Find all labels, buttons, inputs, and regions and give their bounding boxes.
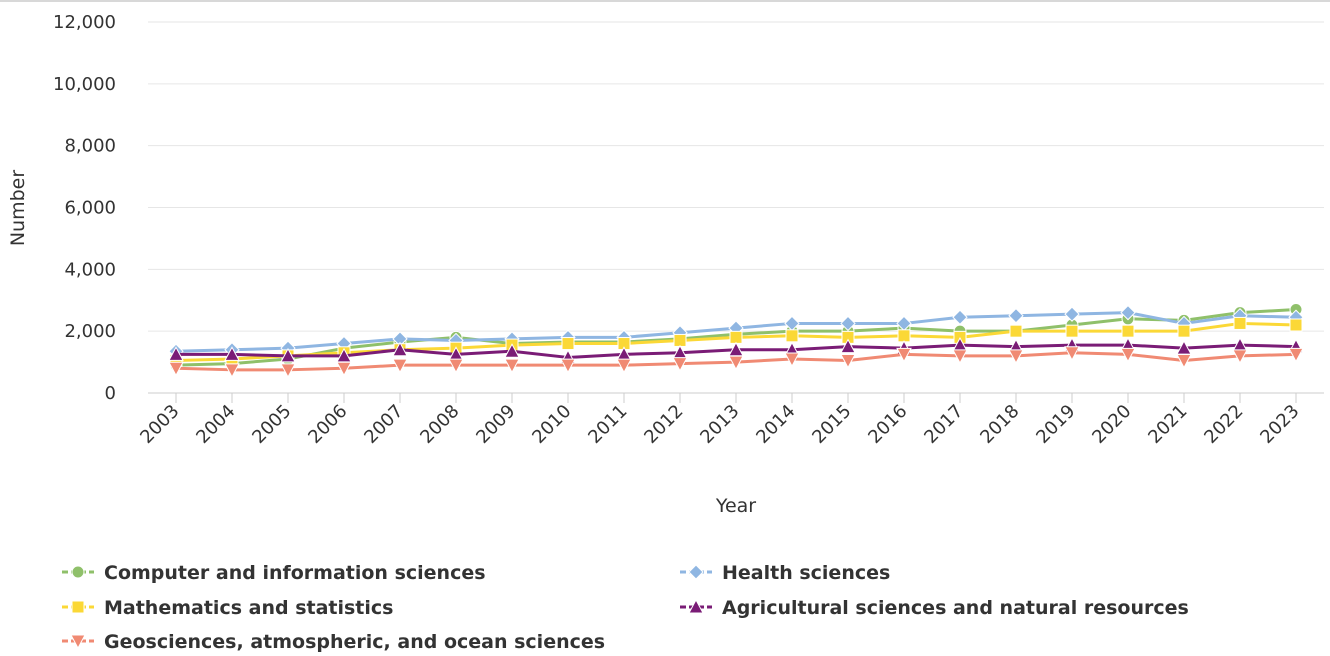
data-point: [1008, 349, 1024, 364]
legend-label: Agricultural sciences and natural resour…: [722, 597, 1189, 619]
data-point: [784, 352, 800, 368]
data-point: [840, 315, 856, 332]
x-tick-label: 2013: [696, 401, 743, 448]
x-axis-title: Year: [715, 495, 756, 517]
x-tick-label: 2019: [1032, 401, 1079, 448]
x-tick-label: 2004: [192, 401, 239, 448]
data-point: [1120, 347, 1136, 363]
data-point: [504, 343, 520, 358]
data-point: [952, 309, 968, 325]
data-point: [336, 361, 352, 377]
y-tick-label: 8,000: [64, 136, 116, 157]
data-point: [729, 330, 743, 344]
data-point: [840, 354, 856, 369]
data-point: [1064, 346, 1080, 361]
x-tick-label: 2008: [416, 401, 463, 448]
data-point: [392, 341, 408, 357]
data-point: [896, 347, 912, 363]
legend-label: Health sciences: [722, 562, 890, 584]
data-point: [280, 363, 296, 378]
x-tick-label: 2011: [584, 401, 631, 448]
data-point: [728, 355, 744, 371]
data-point: [1008, 308, 1024, 324]
x-tick-label: 2009: [472, 401, 519, 448]
x-tick-label: 2012: [640, 401, 687, 448]
x-tick-label: 2014: [752, 401, 799, 448]
y-tick-label: 10,000: [53, 74, 116, 95]
data-point: [224, 363, 240, 378]
series-group: [168, 303, 1304, 378]
data-point: [1177, 324, 1191, 338]
legend-marker: [70, 634, 86, 650]
data-point: [1064, 306, 1080, 322]
data-point: [672, 357, 688, 372]
x-tick-label: 2010: [528, 401, 575, 448]
x-tick-label: 2018: [976, 401, 1023, 448]
legend-item[interactable]: Mathematics and statistics: [62, 597, 393, 619]
data-point: [280, 347, 296, 363]
data-point: [1232, 349, 1248, 364]
x-tick-label: 2006: [304, 401, 351, 448]
x-tick-label: 2020: [1088, 401, 1135, 448]
data-point: [1120, 304, 1136, 321]
legend-item[interactable]: Health sciences: [680, 562, 890, 584]
series-geosciences-atmospheric-and-ocean-sciences: [168, 346, 1304, 378]
data-point: [1176, 354, 1192, 369]
data-point: [616, 358, 632, 374]
data-point: [504, 358, 520, 374]
data-point: [897, 329, 911, 343]
x-tick-label: 2005: [248, 401, 295, 448]
legend-marker: [688, 598, 704, 614]
data-point: [168, 361, 184, 377]
legend-label: Mathematics and statistics: [104, 597, 393, 619]
data-point: [1065, 324, 1079, 338]
data-point: [168, 346, 184, 361]
legend-item[interactable]: Geosciences, atmospheric, and ocean scie…: [62, 631, 605, 653]
x-tick-label: 2022: [1200, 401, 1247, 448]
x-tick-label: 2015: [808, 401, 855, 448]
data-point: [673, 333, 687, 347]
y-tick-label: 0: [105, 383, 116, 404]
x-tick-label: 2007: [360, 401, 407, 448]
y-tick-label: 2,000: [64, 321, 116, 342]
data-point: [561, 337, 575, 351]
legend-item[interactable]: Computer and information sciences: [62, 562, 486, 584]
legend-marker: [71, 600, 85, 614]
y-tick-label: 6,000: [64, 198, 116, 219]
data-point: [1121, 324, 1135, 338]
x-tick-label: 2021: [1144, 401, 1191, 448]
data-point: [1288, 347, 1304, 363]
y-axis-title: Number: [7, 170, 29, 247]
legend-label: Geosciences, atmospheric, and ocean scie…: [104, 631, 605, 653]
data-point: [952, 349, 968, 364]
data-point: [560, 358, 576, 374]
legend-item[interactable]: Agricultural sciences and natural resour…: [680, 597, 1189, 619]
grid-lines: [148, 21, 1324, 332]
x-axis: 2003 2004 2005 2006 2007 2008 2009 2010 2011 2012…: [136, 392, 1324, 448]
legend-marker: [71, 565, 85, 579]
x-tick-label: 2017: [920, 401, 967, 448]
legend-label: Computer and information sciences: [104, 562, 486, 584]
legend-marker: [688, 564, 704, 580]
data-point: [785, 329, 799, 343]
y-tick-label: 4,000: [64, 259, 116, 280]
x-tick-label: 2003: [136, 401, 183, 448]
data-point: [224, 346, 240, 361]
data-point: [1289, 318, 1303, 332]
y-tick-label: 12,000: [53, 12, 116, 33]
data-point: [1009, 324, 1023, 338]
data-point: [840, 338, 856, 354]
data-point: [1233, 316, 1247, 330]
data-point: [392, 358, 408, 374]
x-tick-label: 2016: [864, 401, 911, 448]
x-tick-label: 2023: [1256, 401, 1303, 448]
data-point: [448, 358, 464, 374]
legend: Computer and information sciences Health …: [62, 562, 1189, 653]
y-axis: 0 2,000 4,000 6,000 8,000 10,000 12,000: [53, 12, 116, 404]
